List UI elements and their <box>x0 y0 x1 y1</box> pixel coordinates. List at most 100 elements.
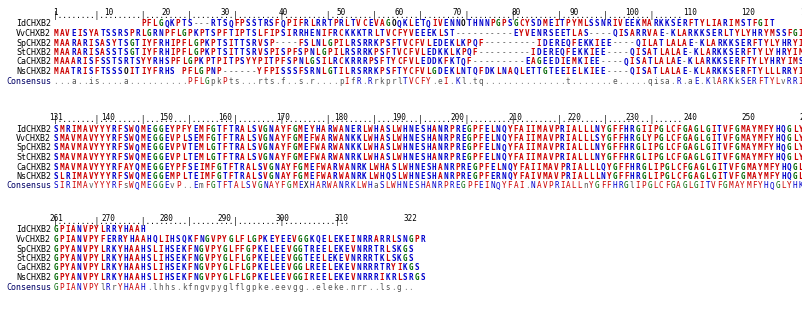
Text: D: D <box>484 67 488 76</box>
Text: P: P <box>472 134 476 143</box>
Text: K: K <box>257 254 261 263</box>
Text: W: W <box>362 182 367 191</box>
Text: IdCHXB2: IdCHXB2 <box>16 124 51 133</box>
Text: .: . <box>553 77 558 86</box>
Text: E: E <box>269 235 273 244</box>
Text: I: I <box>716 163 721 171</box>
Text: F: F <box>606 182 610 191</box>
Text: L: L <box>326 244 331 253</box>
Text: E: E <box>321 273 326 282</box>
Text: K: K <box>111 273 116 282</box>
Text: A: A <box>652 29 657 38</box>
Text: E: E <box>326 254 331 263</box>
Text: V: V <box>88 124 93 133</box>
Text: .: . <box>77 77 81 86</box>
Text: E: E <box>147 124 151 133</box>
Text: VvCHXB2: VvCHXB2 <box>16 29 51 38</box>
Text: M: M <box>577 20 581 29</box>
Text: A: A <box>571 134 576 143</box>
Text: -: - <box>519 58 523 67</box>
Text: P: P <box>489 20 494 29</box>
Text: Y: Y <box>757 163 761 171</box>
Text: F: F <box>618 163 622 171</box>
Text: e: e <box>315 282 320 291</box>
Text: F: F <box>403 58 407 67</box>
Text: .: . <box>303 282 308 291</box>
Text: F: F <box>193 77 197 86</box>
Text: I: I <box>263 58 267 67</box>
Text: 30: 30 <box>220 8 229 17</box>
Text: L: L <box>269 244 273 253</box>
Text: I: I <box>228 48 233 57</box>
Text: F: F <box>117 182 122 191</box>
Text: Y: Y <box>94 143 99 152</box>
Text: Y: Y <box>65 254 70 263</box>
Text: G: G <box>210 153 215 162</box>
Text: P: P <box>59 225 64 234</box>
Text: A: A <box>512 182 517 191</box>
Text: R: R <box>373 273 378 282</box>
Text: I: I <box>158 244 163 253</box>
Text: I: I <box>565 124 569 133</box>
Text: E: E <box>682 67 686 76</box>
Text: T: T <box>135 67 140 76</box>
Text: R: R <box>786 39 791 48</box>
Text: G: G <box>152 172 157 181</box>
Text: G: G <box>403 254 407 263</box>
Text: N: N <box>344 153 349 162</box>
Text: T: T <box>303 244 308 253</box>
Text: L: L <box>303 58 308 67</box>
Text: 210: 210 <box>508 113 522 122</box>
Text: R: R <box>367 235 372 244</box>
Text: -: - <box>251 67 256 76</box>
Text: N: N <box>437 124 442 133</box>
Text: L: L <box>310 20 314 29</box>
Text: s: s <box>170 282 174 291</box>
Text: e: e <box>437 77 442 86</box>
Text: -: - <box>501 48 506 57</box>
Text: R: R <box>716 39 721 48</box>
Text: T: T <box>449 29 453 38</box>
Text: k: k <box>734 77 739 86</box>
Text: F: F <box>292 163 297 171</box>
Text: S: S <box>589 20 593 29</box>
Text: L: L <box>699 143 703 152</box>
Text: Q: Q <box>786 163 791 171</box>
Text: A: A <box>315 182 320 191</box>
Text: R: R <box>722 20 727 29</box>
Text: V: V <box>722 124 727 133</box>
Text: L: L <box>326 235 331 244</box>
Text: R: R <box>739 48 744 57</box>
Text: S: S <box>251 153 256 162</box>
Text: E: E <box>310 29 314 38</box>
Text: F: F <box>117 172 122 181</box>
Text: V: V <box>88 153 93 162</box>
Text: L: L <box>240 263 244 272</box>
Text: Y: Y <box>606 163 610 171</box>
Text: L: L <box>59 172 64 181</box>
Text: P: P <box>553 134 558 143</box>
Text: W: W <box>373 163 378 171</box>
Text: R: R <box>111 182 116 191</box>
Text: P: P <box>199 29 204 38</box>
Text: R: R <box>362 263 367 272</box>
Text: T: T <box>396 67 401 76</box>
Text: H: H <box>408 163 413 171</box>
Text: L: L <box>699 153 703 162</box>
Text: L: L <box>321 39 326 48</box>
Text: Y: Y <box>797 153 802 162</box>
Text: N: N <box>315 39 320 48</box>
Text: L: L <box>571 182 576 191</box>
Text: Y: Y <box>100 124 104 133</box>
Text: L: L <box>391 153 395 162</box>
Text: V: V <box>525 29 529 38</box>
Text: H: H <box>373 124 378 133</box>
Text: Q: Q <box>780 134 784 143</box>
Text: G: G <box>292 134 297 143</box>
Text: G: G <box>705 143 709 152</box>
Text: W: W <box>321 163 326 171</box>
Text: Y: Y <box>88 29 93 38</box>
Text: A: A <box>274 143 279 152</box>
Text: I: I <box>786 58 791 67</box>
Text: V: V <box>548 124 553 133</box>
